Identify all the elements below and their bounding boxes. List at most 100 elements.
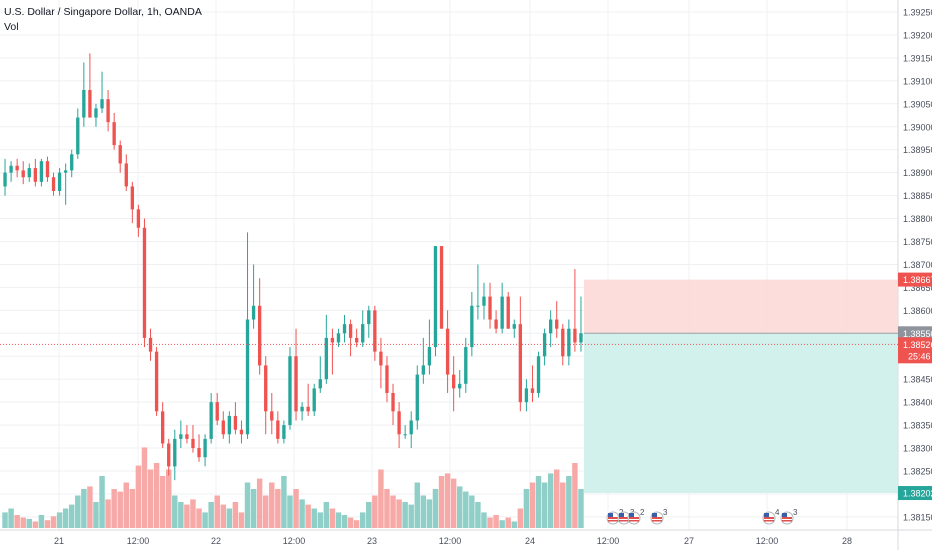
volume-bar: [517, 508, 524, 528]
candle-body: [191, 438, 195, 449]
volume-bar: [456, 486, 463, 528]
candle-body: [209, 402, 213, 439]
us-flag-stripe: [629, 517, 639, 519]
candle-body: [227, 415, 232, 435]
candle-body: [257, 305, 262, 366]
candle-body: [221, 420, 225, 435]
volume-bar: [135, 465, 142, 528]
volume-bar: [244, 482, 251, 528]
candle-body: [354, 337, 359, 343]
volume-bar: [341, 515, 348, 528]
candle-body: [464, 347, 468, 384]
volume-bar: [123, 482, 130, 528]
candle-body: [573, 328, 577, 343]
volume-bar: [262, 495, 269, 528]
candle-body: [173, 438, 177, 467]
event-count: 2: [640, 508, 645, 517]
x-tick-label: 28: [842, 536, 852, 546]
volume-bar: [505, 517, 511, 528]
us-flag-stripe: [619, 517, 629, 519]
candle-body: [88, 90, 92, 118]
candle-body: [51, 177, 56, 192]
volume-bar: [366, 502, 372, 528]
volume-bar: [396, 499, 402, 528]
candle-body: [524, 388, 529, 403]
volume-bar: [20, 517, 26, 528]
candle-body: [458, 383, 462, 389]
x-tick-label: 12:00: [283, 536, 306, 546]
target-price-label: 1.38202: [903, 489, 932, 499]
candle-body: [167, 443, 171, 467]
us-flag-canton: [608, 513, 613, 517]
candle-body: [451, 374, 456, 389]
candle-body: [312, 388, 316, 412]
volume-bar: [232, 502, 239, 528]
volume-bar: [529, 482, 536, 528]
candle-body: [3, 172, 7, 187]
volume-bar: [311, 508, 317, 528]
candle-body: [251, 305, 256, 320]
volume-bar: [384, 489, 390, 528]
candle-body: [306, 406, 310, 412]
candle-body: [445, 328, 450, 375]
volume-bar: [359, 512, 366, 528]
candle-body: [482, 296, 486, 306]
candle-body: [179, 434, 183, 439]
candle-body: [391, 392, 395, 412]
candle-body: [373, 310, 377, 352]
volume-bar: [493, 515, 499, 528]
candle-body: [567, 328, 571, 357]
candle-body: [439, 246, 444, 329]
us-flag-stripe: [782, 520, 792, 522]
volume-bar: [390, 495, 396, 528]
candle-body: [282, 425, 286, 439]
entry-price-tag: [898, 326, 932, 341]
volume-bar: [238, 512, 245, 528]
us-flag-stripe: [782, 517, 792, 519]
y-tick-label: 1.38450: [903, 375, 932, 385]
candle-body: [76, 117, 80, 155]
candle-body: [318, 379, 322, 389]
candle-body: [542, 333, 547, 357]
candle-body: [82, 90, 86, 118]
volume-bar: [147, 469, 154, 528]
volume-bar: [475, 502, 481, 528]
chart-title: U.S. Dollar / Singapore Dollar, 1h, OAND…: [4, 6, 202, 18]
candle-body: [233, 415, 238, 430]
event-count: 3: [793, 508, 798, 517]
volume-bar: [408, 504, 414, 528]
candle-body: [21, 170, 25, 178]
volume-bar: [129, 489, 136, 528]
volume-bar: [335, 512, 342, 528]
volume-bar: [572, 463, 578, 528]
y-tick-label: 1.38750: [903, 237, 932, 247]
volume-bar: [287, 495, 293, 528]
candle-body: [548, 319, 553, 334]
candle-body: [185, 434, 189, 439]
x-tick-label: 23: [367, 536, 377, 546]
take-profit-zone: [584, 333, 898, 494]
volume-bar: [165, 469, 172, 528]
x-tick-label: 12:00: [439, 536, 462, 546]
candle-body: [379, 351, 383, 366]
candle-body: [342, 324, 347, 334]
y-tick-label: 1.38700: [903, 260, 932, 270]
candle-body: [63, 170, 68, 173]
candle-body: [300, 406, 304, 412]
volume-bar: [347, 517, 354, 528]
volume-bar: [578, 489, 584, 528]
volume-bar: [2, 512, 8, 528]
candle-body: [385, 365, 389, 393]
volume-bar: [299, 499, 305, 528]
us-flag-stripe: [608, 520, 618, 522]
volume-bar: [329, 508, 336, 528]
candle-body: [433, 246, 438, 348]
volume-bar: [202, 512, 208, 528]
volume-bar: [450, 478, 457, 528]
y-tick-label: 1.38400: [903, 398, 932, 408]
countdown-label: 25:46: [908, 351, 931, 361]
chart-legend: U.S. Dollar / Singapore Dollar, 1h, OAND…: [4, 5, 202, 35]
volume-bar: [190, 499, 196, 528]
